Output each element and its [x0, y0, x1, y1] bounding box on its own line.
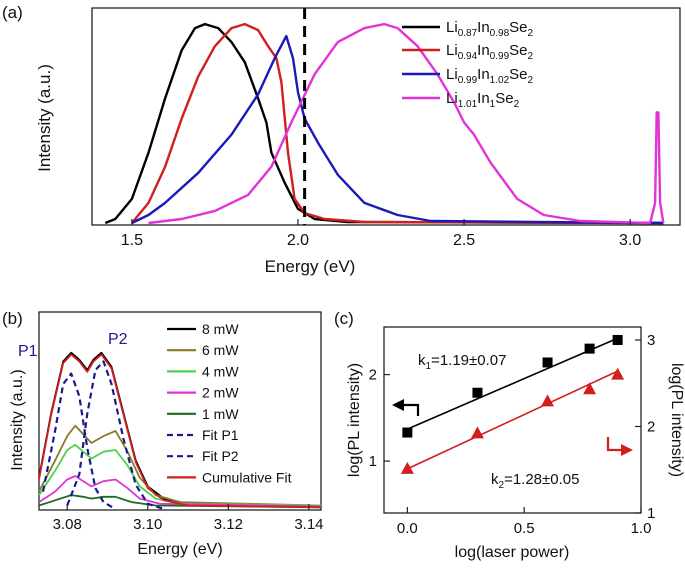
series-line [38, 353, 322, 509]
legend-entry: Li0.94In0.99Se2 [402, 42, 534, 62]
panel-b-y-axis-label: Intensity (a.u.) [9, 369, 26, 470]
panel-a-legend: Li0.87In0.98Se2 Li0.94In0.99Se2 Li0.99In… [402, 19, 534, 110]
panel-b: (b) 3.08 3.10 3.12 3.14 P1 P2 Energy (eV) I… [2, 309, 324, 558]
series-line [38, 351, 322, 507]
panel-c-y-axis-label-right: log(PL intensity) [668, 363, 685, 477]
series-line [104, 22, 664, 225]
panel-b-x-ticks: 3.08 3.10 3.12 3.14 [53, 504, 324, 533]
legend-label: Cumulative Fit [202, 469, 292, 485]
tick-label: 2.0 [287, 232, 309, 249]
right-axis-arrow-icon [606, 437, 633, 456]
series-line [66, 360, 165, 511]
tick-label: 1 [647, 505, 655, 522]
legend-label: Fit P1 [202, 427, 239, 443]
legend-label: 8 mW [202, 321, 239, 337]
series-line [38, 475, 322, 508]
tick-label: 3.0 [619, 232, 641, 249]
data-point [400, 461, 414, 474]
panel-c-plot-area [400, 334, 625, 474]
legend-entry: Li1.01In1Se2 [402, 90, 520, 110]
data-point [542, 357, 553, 368]
tick-label: 1.0 [631, 520, 652, 537]
panel-c-y-axis-label-left: log(PL intensity) [346, 363, 363, 477]
legend-label: Li0.99In1.02Se2 [446, 66, 534, 86]
slope-label-k1: k1=1.19±0.07 [418, 352, 506, 372]
legend-label: Li1.01In1Se2 [446, 90, 520, 110]
panel-c-frame [383, 326, 642, 514]
legend-label: 1 mW [202, 406, 239, 422]
series-line [130, 22, 664, 225]
panel-a-frame [91, 7, 681, 226]
data-point [583, 382, 597, 395]
panel-a-x-axis-label: Energy (eV) [265, 257, 356, 276]
tick-label: 2 [647, 418, 655, 435]
slope-label-k2: k2=1.28±0.05 [491, 471, 579, 491]
series-line [41, 372, 117, 510]
panel-b-plot-area [38, 351, 322, 511]
series-line [131, 34, 664, 225]
legend-label: Fit P2 [202, 448, 239, 464]
panel-b-frame [38, 311, 322, 511]
tick-label: 1.5 [121, 232, 143, 249]
legend-label: Li0.94In0.99Se2 [446, 42, 534, 62]
legend-entry: 6 mW [167, 342, 239, 358]
tick-label: 2.5 [453, 232, 475, 249]
series-line [148, 22, 665, 225]
legend-label: Li0.87In0.98Se2 [446, 19, 534, 39]
series-line [38, 494, 322, 509]
legend-label: 4 mW [202, 363, 239, 379]
legend-label: 6 mW [202, 342, 239, 358]
tick-label: 3.14 [294, 516, 323, 533]
tick-label: 3 [647, 332, 655, 349]
panel-a-x-ticks: 1.5 2.0 2.5 3.0 [121, 219, 641, 249]
tick-label: 3.08 [53, 516, 82, 533]
legend-entry: 1 mW [167, 406, 239, 422]
data-point [584, 343, 595, 354]
series-line [38, 443, 322, 507]
panel-a-label: (a) [2, 3, 23, 22]
legend-entry: Li0.99In1.02Se2 [402, 66, 534, 86]
tick-label: 3.12 [214, 516, 243, 533]
peak-label-p2: P2 [108, 331, 128, 348]
fit-line [407, 370, 618, 470]
legend-entry: Cumulative Fit [167, 469, 292, 485]
panel-a: (a) 1.5 2.0 2.5 3.0 Energy (eV) Intensity (… [2, 3, 681, 276]
panel-c-label: (c) [334, 309, 354, 328]
panel-b-legend: 8 mW 6 mW 4 mW 2 mW 1 mW Fit P1 Fit P2 Cumulati… [167, 321, 292, 485]
tick-label: 1 [369, 453, 377, 470]
panel-b-label: (b) [2, 309, 23, 328]
panel-a-plot-area [104, 22, 665, 225]
legend-entry: Li0.87In0.98Se2 [402, 19, 534, 39]
tick-label: 2 [369, 367, 377, 384]
legend-entry: 4 mW [167, 363, 239, 379]
tick-label: 0.5 [514, 520, 535, 537]
tick-label: 0.0 [397, 520, 418, 537]
data-point [402, 427, 413, 438]
data-point [470, 426, 484, 439]
data-point [612, 334, 623, 345]
legend-label: 2 mW [202, 385, 239, 401]
fit-line [407, 337, 618, 430]
panel-b-x-axis-label: Energy (eV) [137, 541, 222, 558]
panel-a-y-axis-label: Intensity (a.u.) [35, 64, 54, 172]
peak-label-p1: P1 [18, 343, 38, 360]
data-point [611, 367, 625, 380]
legend-entry: Fit P1 [167, 427, 239, 443]
left-axis-arrow-icon [392, 399, 420, 416]
legend-entry: Fit P2 [167, 448, 239, 464]
legend-entry: 2 mW [167, 385, 239, 401]
data-point [541, 394, 555, 407]
panel-c-x-axis-label: log(laser power) [455, 544, 570, 561]
legend-entry: 8 mW [167, 321, 239, 337]
data-point [472, 387, 483, 398]
tick-label: 3.10 [133, 516, 162, 533]
